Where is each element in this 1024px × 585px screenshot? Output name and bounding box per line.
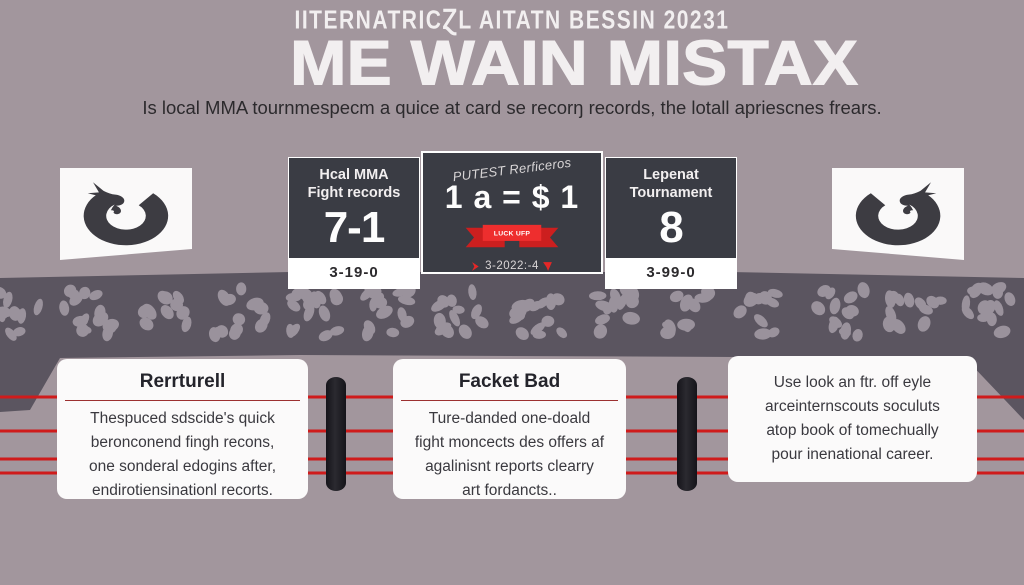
svg-text:LUCK UFP: LUCK UFP [494,231,531,238]
